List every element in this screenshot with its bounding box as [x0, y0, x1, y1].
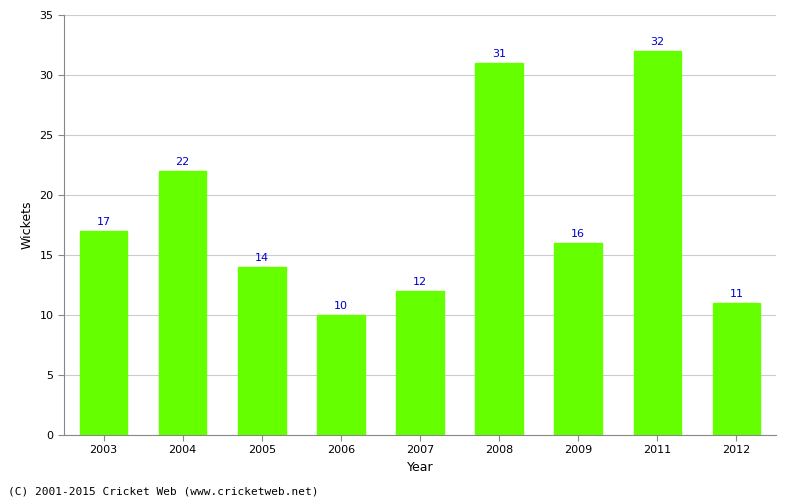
Text: 16: 16 [571, 230, 586, 239]
Text: 14: 14 [254, 254, 269, 264]
Text: 12: 12 [413, 278, 427, 287]
Bar [396, 291, 444, 435]
Bar [475, 63, 523, 435]
Bar [80, 231, 127, 435]
Text: (C) 2001-2015 Cricket Web (www.cricketweb.net): (C) 2001-2015 Cricket Web (www.cricketwe… [8, 487, 318, 497]
Text: 32: 32 [650, 38, 664, 48]
X-axis label: Year: Year [406, 461, 434, 474]
Bar [238, 267, 286, 435]
Text: 22: 22 [175, 158, 190, 168]
Text: 11: 11 [730, 290, 743, 300]
Bar [713, 303, 760, 435]
Bar [634, 51, 681, 435]
Y-axis label: Wickets: Wickets [21, 200, 34, 249]
Bar [554, 243, 602, 435]
Text: 10: 10 [334, 302, 348, 312]
Bar [317, 315, 365, 435]
Text: 17: 17 [97, 218, 110, 228]
Bar [159, 171, 206, 435]
Text: 31: 31 [492, 50, 506, 59]
